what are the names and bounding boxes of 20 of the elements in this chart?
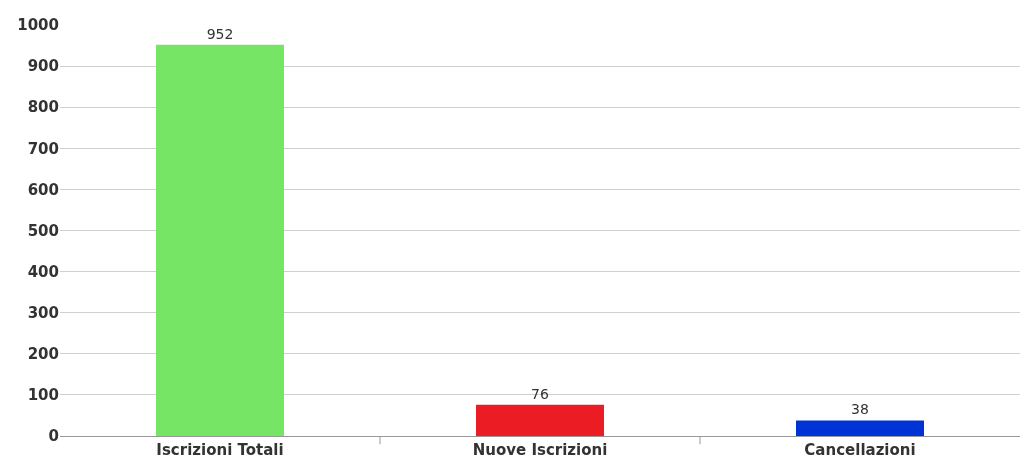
y-tick-label: 900 <box>27 57 59 76</box>
y-tick-label: 500 <box>27 221 59 240</box>
y-tick-label: 200 <box>27 345 59 364</box>
data-label: 952 <box>206 25 234 42</box>
y-tick-label: 600 <box>27 180 59 199</box>
data-label: 76 <box>531 385 549 402</box>
y-tick-label: 800 <box>27 98 59 117</box>
bar <box>476 404 604 436</box>
bar <box>156 44 284 436</box>
y-tick-label: 1000 <box>17 16 59 35</box>
y-tick-label: 400 <box>27 262 59 281</box>
y-tick-label: 300 <box>27 303 59 322</box>
x-tick-label: Iscrizioni Totali <box>156 441 284 459</box>
y-tick-label: 700 <box>27 139 59 158</box>
x-tick-label: Cancellazioni <box>804 441 916 459</box>
x-tick-label: Nuove Iscrizioni <box>472 441 608 459</box>
y-tick-label: 100 <box>27 386 59 405</box>
y-tick-label: 0 <box>48 427 59 446</box>
bar <box>796 420 924 436</box>
data-label: 38 <box>851 401 869 418</box>
